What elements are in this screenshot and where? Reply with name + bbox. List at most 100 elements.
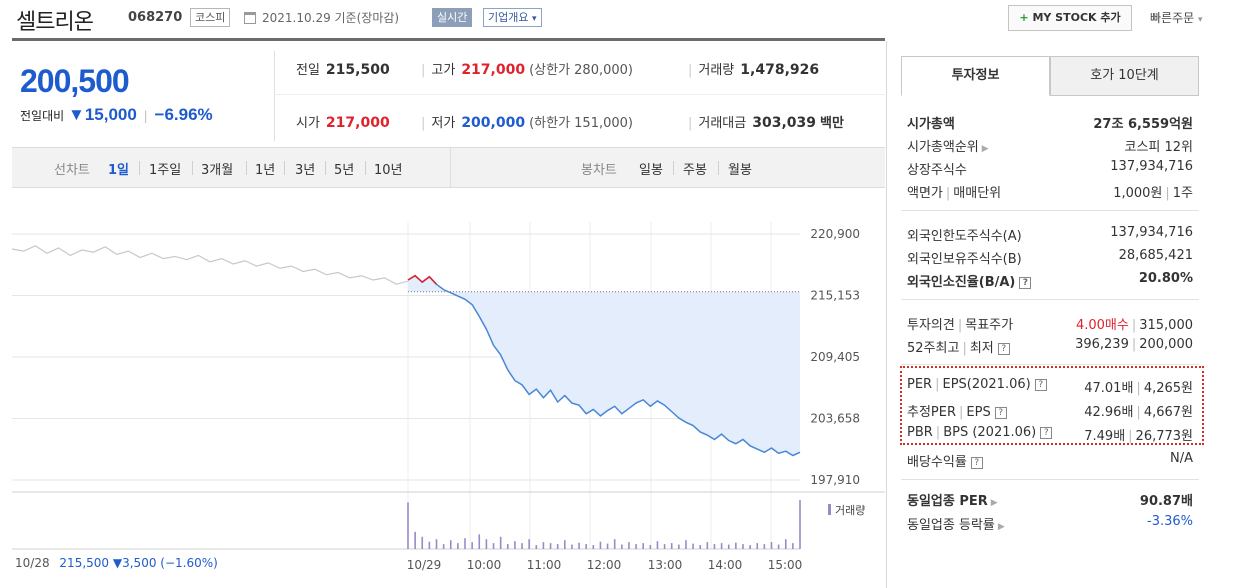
volume-bar xyxy=(506,544,509,549)
industry-per-row[interactable]: 동일업종 PER ▶ 90.87배 xyxy=(907,490,1193,512)
price-chart[interactable]: 220,900 215,153 209,405 203,658 197,910 10/2… xyxy=(0,188,885,588)
chevron-right-icon: ▶ xyxy=(997,522,1005,532)
volume-bar xyxy=(478,534,481,549)
period-1w[interactable]: 1주일 xyxy=(149,163,182,178)
line-chart-label: 선차트 xyxy=(54,163,90,178)
volume-bar xyxy=(635,544,637,549)
realtime-badge[interactable]: 실시간 xyxy=(432,8,473,27)
period-bar: 선차트 1일 1주일 3개월 1년 3년 5년 10년 봉차트 일봉 주봉 월봉 xyxy=(12,148,885,188)
par-value: 1,000원 xyxy=(1113,186,1163,201)
help-icon[interactable]: ? xyxy=(970,457,983,469)
period-3m[interactable]: 3개월 xyxy=(201,163,234,178)
volume-bar xyxy=(464,538,466,549)
add-my-stock-label: MY STOCK 추가 xyxy=(1032,11,1121,24)
est-per-label-wrap: 추정PER | EPS? xyxy=(907,401,1007,420)
divider: | xyxy=(143,109,148,123)
x-tick-label: 13:00 xyxy=(648,558,683,572)
dividend-value: N/A xyxy=(1170,451,1193,466)
pipe: | xyxy=(935,377,940,392)
pipe: | xyxy=(945,186,951,201)
pipe: | xyxy=(1128,429,1133,444)
volume-bar xyxy=(592,545,595,549)
prev-close: 전일 215,500 xyxy=(296,59,390,78)
upper-limit: (상한가 280,000) xyxy=(529,63,633,78)
period-5y[interactable]: 5년 xyxy=(334,163,355,178)
divider xyxy=(246,161,247,175)
company-overview-button[interactable]: 기업개요 ▾ xyxy=(483,8,542,27)
lot-value: 1주 xyxy=(1172,186,1193,201)
industry-per-label: 동일업종 PER xyxy=(907,494,988,509)
volume-bar xyxy=(735,542,737,549)
volume-bar xyxy=(799,500,801,549)
help-icon[interactable]: ? xyxy=(994,407,1007,419)
chart-area xyxy=(408,275,800,456)
prev-day-line xyxy=(11,245,409,285)
volume-bar xyxy=(535,545,538,549)
volume-bar xyxy=(777,544,780,549)
period-10y[interactable]: 10년 xyxy=(374,163,403,178)
industry-rate-row[interactable]: 동일업종 등락률 ▶ -3.36% xyxy=(907,514,1193,536)
low-label: 저가 xyxy=(431,116,456,131)
high-label: 고가 xyxy=(431,63,456,78)
foreign-ratio-label: 외국인소진율(B/A) xyxy=(907,275,1016,290)
volume-bar xyxy=(763,544,766,549)
volume-bar xyxy=(784,539,787,549)
divider xyxy=(325,161,326,175)
est-eps-value: 4,667원 xyxy=(1143,405,1193,420)
period-1y[interactable]: 1년 xyxy=(255,163,276,178)
amount-label: 거래대금 xyxy=(698,116,747,131)
foreign-limit-value: 137,934,716 xyxy=(1110,225,1193,240)
market-cap-rank-row[interactable]: 시가총액순위 ▶ 코스피 12위 xyxy=(907,136,1193,158)
help-icon[interactable]: ? xyxy=(1034,379,1047,391)
period-daily[interactable]: 일봉 xyxy=(639,163,663,178)
industry-per-value: 90.87배 xyxy=(1139,494,1193,509)
x-tick-label: 11:00 xyxy=(527,558,562,572)
volume-bar xyxy=(449,540,452,549)
volume-value: 1,478,926 xyxy=(740,62,820,78)
chevron-down-icon: ▾ xyxy=(1198,15,1203,25)
tab-order-book[interactable]: 호가 10단계 xyxy=(1050,56,1199,96)
eps-label: EPS(2021.06) xyxy=(942,377,1031,392)
chevron-down-icon: ▾ xyxy=(531,14,537,24)
volume-bar xyxy=(514,541,516,549)
divider xyxy=(450,148,451,188)
par-label: 액면가 xyxy=(907,186,943,201)
volume-bar xyxy=(578,542,580,549)
price-summary: 200,500 전일대비 ▼15,000 | −6.96% 전일 215,500 … xyxy=(12,41,885,148)
help-icon[interactable]: ? xyxy=(1040,427,1053,439)
par-lot-value: 1,000원 | 1주 xyxy=(1113,182,1193,201)
quick-order-button[interactable]: 빠른주문 ▾ xyxy=(1150,9,1203,26)
period-monthly[interactable]: 월봉 xyxy=(728,163,752,178)
candle-chart-label: 봉차트 xyxy=(581,163,617,178)
opinion-label: 투자의견 xyxy=(907,318,955,333)
plus-icon: + xyxy=(1019,11,1029,24)
prev-day-summary: 10/28 215,500 ▼3,500 (−1.60%) xyxy=(15,556,218,570)
per-value: 47.01배 xyxy=(1084,381,1134,396)
help-icon[interactable]: ? xyxy=(1019,277,1032,289)
title-divider xyxy=(12,38,885,41)
period-weekly[interactable]: 주봉 xyxy=(683,163,707,178)
volume-bar xyxy=(613,539,616,549)
volume-bar xyxy=(727,544,730,549)
volume-bar xyxy=(720,543,723,549)
pipe: | xyxy=(959,405,964,420)
period-3y[interactable]: 3년 xyxy=(295,163,316,178)
period-1d[interactable]: 1일 xyxy=(108,163,130,178)
help-icon[interactable]: ? xyxy=(997,343,1010,355)
high-value: 217,000 xyxy=(461,62,526,78)
volume-bar xyxy=(678,544,680,549)
high-price: | 고가 217,000 (상한가 280,000) xyxy=(421,62,633,78)
add-my-stock-button[interactable]: + MY STOCK 추가 xyxy=(1008,5,1132,31)
x-tick-label: 14:00 xyxy=(708,558,743,572)
divider xyxy=(274,94,885,95)
volume-bar xyxy=(699,545,702,549)
dividend-label: 배당수익률 xyxy=(907,455,967,470)
pipe: | xyxy=(935,425,941,440)
52week-row: 52주최고 | 최저? 396,239 | 200,000 xyxy=(907,337,1193,359)
change-label: 전일대비 xyxy=(20,109,65,123)
change-percent: −6.96% xyxy=(154,105,213,124)
rank-value: 코스피 12위 xyxy=(1124,140,1193,155)
pipe: | xyxy=(962,341,967,356)
tab-invest-info[interactable]: 투자정보 xyxy=(901,56,1050,96)
prev-day-date: 10/28 xyxy=(15,556,50,570)
